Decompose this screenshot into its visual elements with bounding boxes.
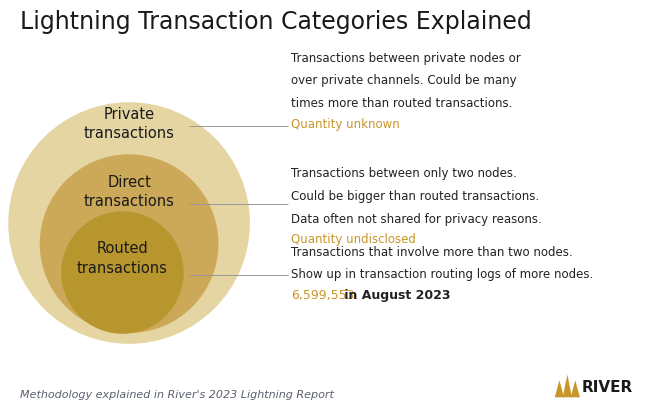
Text: Direct
transactions: Direct transactions — [83, 175, 175, 209]
Polygon shape — [563, 375, 572, 397]
Ellipse shape — [61, 211, 183, 334]
Text: Methodology explained in River's 2023 Lightning Report: Methodology explained in River's 2023 Li… — [20, 390, 334, 400]
Text: Show up in transaction routing logs of more nodes.: Show up in transaction routing logs of m… — [291, 268, 594, 281]
Text: Could be bigger than routed transactions.: Could be bigger than routed transactions… — [291, 190, 540, 203]
Text: RIVER: RIVER — [581, 380, 632, 394]
Text: Data often not shared for privacy reasons.: Data often not shared for privacy reason… — [291, 213, 542, 225]
Ellipse shape — [40, 154, 218, 333]
Text: Quantity unknown: Quantity unknown — [291, 118, 400, 131]
Polygon shape — [555, 380, 564, 397]
Polygon shape — [571, 380, 580, 397]
Ellipse shape — [9, 102, 250, 344]
Text: Transactions between private nodes or: Transactions between private nodes or — [291, 52, 521, 64]
Text: Transactions between only two nodes.: Transactions between only two nodes. — [291, 167, 517, 180]
Text: in August 2023: in August 2023 — [340, 289, 450, 302]
Text: times more than routed transactions.: times more than routed transactions. — [291, 97, 512, 110]
Text: Transactions that involve more than two nodes.: Transactions that involve more than two … — [291, 246, 573, 259]
Text: Routed
transactions: Routed transactions — [77, 241, 168, 275]
Text: 6,599,553: 6,599,553 — [291, 289, 355, 302]
Text: Lightning Transaction Categories Explained: Lightning Transaction Categories Explain… — [20, 10, 532, 34]
Text: Private
transactions: Private transactions — [83, 107, 175, 141]
Text: over private channels. Could be many: over private channels. Could be many — [291, 74, 517, 87]
Text: Quantity undisclosed: Quantity undisclosed — [291, 233, 416, 246]
